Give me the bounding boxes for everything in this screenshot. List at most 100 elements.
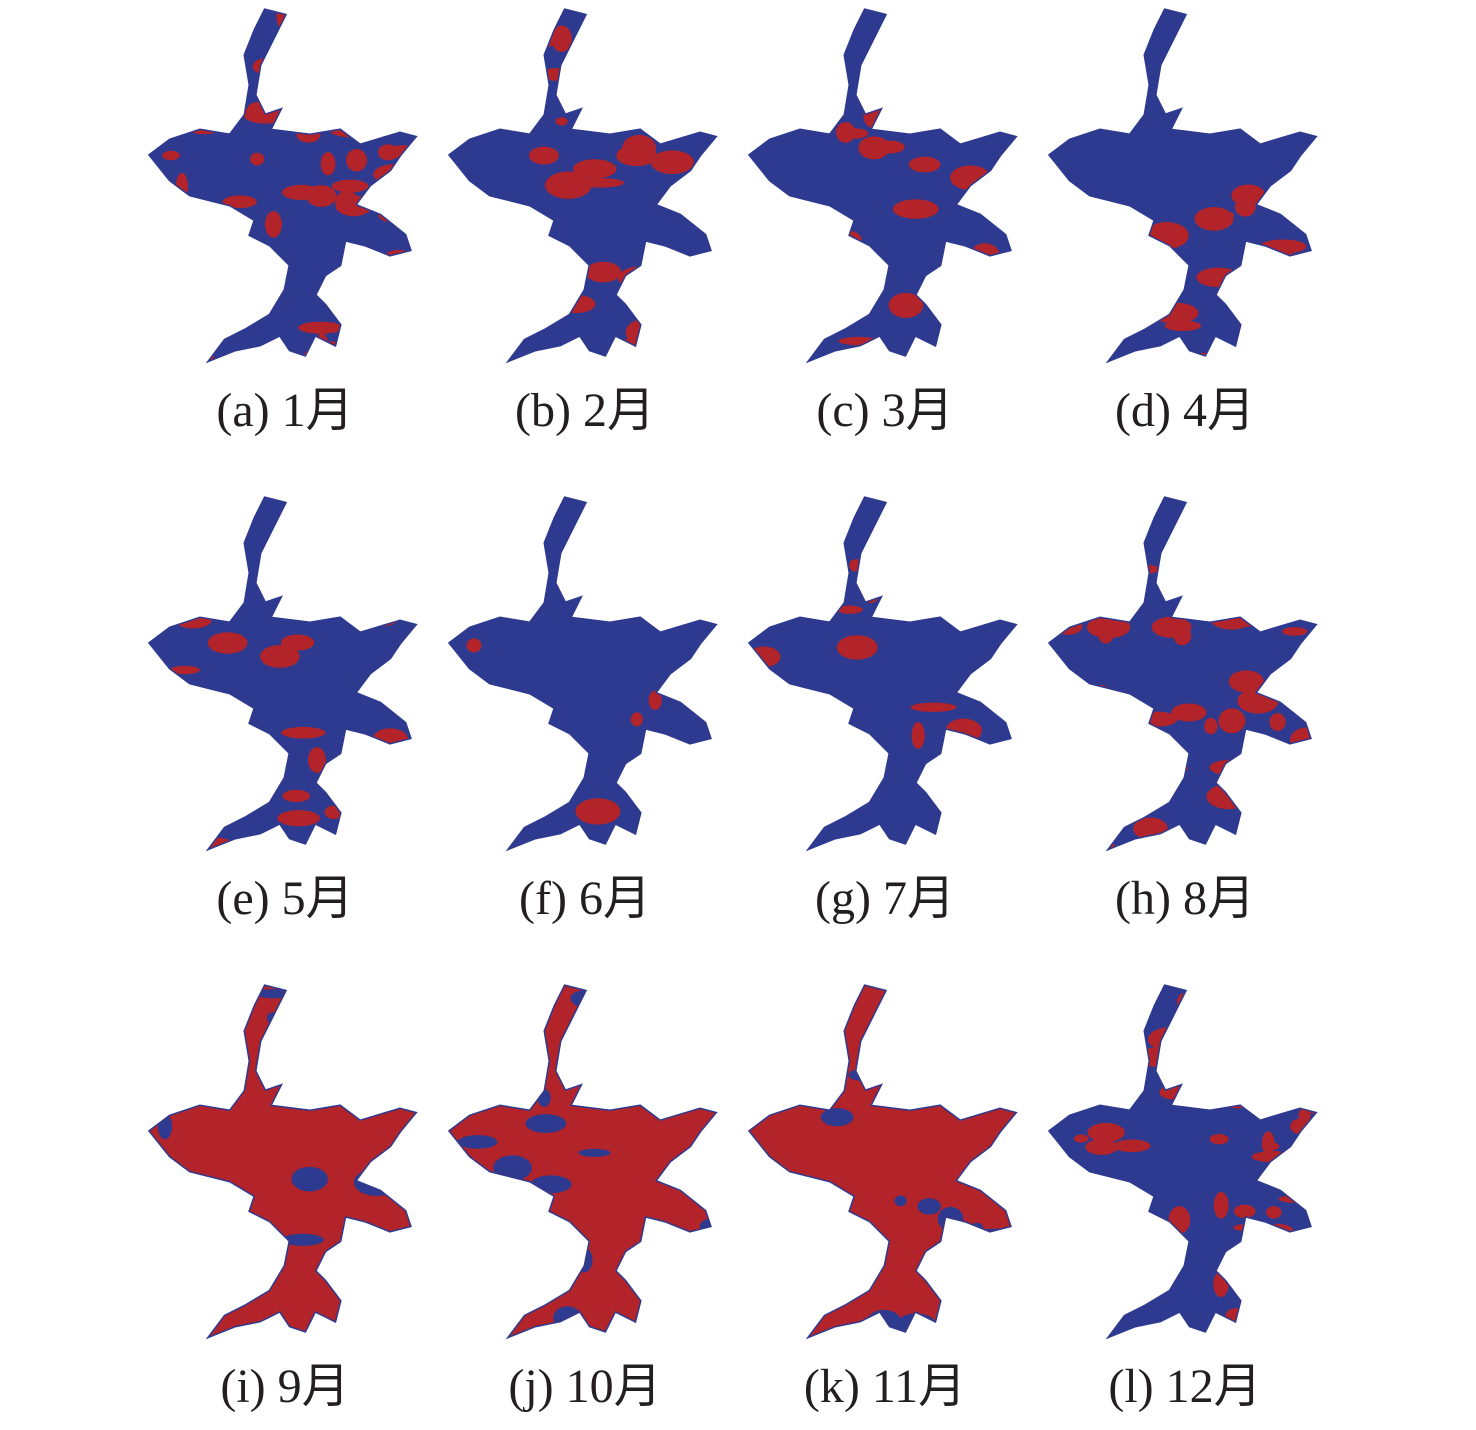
- lake-change-patch: [1050, 691, 1060, 710]
- lake-change-patch: [1178, 533, 1212, 547]
- lake-change-patch: [1298, 27, 1315, 37]
- lake-change-patch: [1196, 986, 1223, 990]
- lake-change-patch: [1190, 498, 1235, 516]
- lake-change-patch: [1228, 670, 1264, 693]
- lake-change-patch: [818, 229, 862, 251]
- lake-change-patch: [1152, 761, 1189, 775]
- lake-change-patch: [973, 296, 994, 316]
- lake-change-patch: [485, 88, 527, 99]
- lake-change-patch: [1145, 767, 1171, 787]
- lake-change-patch: [1050, 713, 1091, 725]
- lake-change-patch: [150, 278, 183, 301]
- lake-change-patch: [750, 57, 779, 81]
- lake-stable-patch: [946, 1273, 962, 1296]
- lake-change-patch: [209, 739, 239, 748]
- lake-change-patch: [319, 524, 338, 537]
- lake-change-patch: [540, 68, 574, 81]
- lake-change-patch: [1121, 728, 1137, 748]
- lake-change-patch: [1304, 172, 1315, 191]
- lake-change-patch: [1050, 734, 1085, 747]
- lake-change-patch: [1102, 986, 1118, 995]
- lake-change-patch: [994, 740, 1012, 757]
- lake-change-patch: [624, 334, 668, 347]
- lake-change-patch: [452, 761, 478, 784]
- lake-stable-patch: [291, 1166, 328, 1192]
- lake-change-patch: [1085, 1031, 1133, 1058]
- lake-change-patch: [874, 140, 905, 154]
- lake-change-patch: [489, 10, 518, 26]
- lake-change-patch: [1057, 1240, 1099, 1257]
- lake-change-patch: [677, 498, 715, 508]
- lake-change-patch: [193, 266, 216, 279]
- lake-change-patch: [457, 11, 473, 32]
- lake-stable-patch: [157, 1113, 173, 1140]
- lake-change-patch: [777, 16, 807, 33]
- lake-stable-patch: [698, 1129, 715, 1138]
- lake-change-patch: [1214, 838, 1259, 848]
- lake-change-patch: [838, 336, 879, 346]
- lake-change-patch: [367, 120, 385, 135]
- lake-change-patch: [529, 146, 559, 165]
- lake-change-patch: [1096, 1069, 1121, 1089]
- panel-label: (i) 9月: [220, 1360, 349, 1413]
- lake-stable-patch: [576, 1247, 593, 1273]
- lake-change-patch: [555, 117, 568, 126]
- lake-change-patch: [154, 722, 182, 734]
- lake-change-base: [450, 986, 715, 1336]
- lake-change-patch: [341, 10, 365, 25]
- panel-label: (g) 7月: [815, 872, 955, 925]
- lake-stable-patch: [951, 1337, 985, 1357]
- lake-change-patch: [751, 86, 772, 96]
- lake-change-patch: [911, 722, 925, 749]
- lake-stable-patch: [696, 1068, 715, 1080]
- lake-change-patch: [1083, 1273, 1130, 1299]
- lake-change-patch: [1081, 1009, 1129, 1038]
- map-panel: [748, 496, 1017, 850]
- panel-label: (d) 4月: [1115, 384, 1255, 437]
- lake-change-patch: [925, 590, 954, 606]
- lake-stable-patch: [894, 1195, 907, 1207]
- lake-change-patch: [894, 59, 914, 70]
- lake-change-patch: [169, 665, 200, 675]
- lake-change-patch: [1105, 1241, 1128, 1251]
- lake-change-patch: [1246, 1264, 1284, 1284]
- lake-change-patch: [383, 333, 409, 349]
- lake-change-patch: [928, 283, 952, 298]
- lake-change-patch: [169, 564, 195, 586]
- lake-change-patch: [1070, 551, 1092, 561]
- lake-change-patch: [338, 331, 353, 343]
- lake-water: [1048, 984, 1317, 1338]
- lake-change-patch: [1293, 1280, 1315, 1307]
- lake-change-patch: [630, 712, 643, 727]
- lake-change-patch: [1102, 500, 1144, 517]
- lake-change-patch: [680, 298, 705, 320]
- lake-change-patch: [1234, 341, 1268, 360]
- lake-change-patch: [364, 310, 413, 338]
- lake-change-patch: [335, 195, 373, 217]
- lake-stable-patch: [917, 1198, 941, 1215]
- lake-change-patch: [1050, 562, 1070, 591]
- lake-stable-patch: [458, 1135, 498, 1149]
- lake-change-patch: [485, 23, 507, 45]
- lake-change-patch: [1213, 1192, 1229, 1219]
- lake-stable-patch: [947, 1039, 993, 1057]
- lake-change-patch: [466, 638, 482, 653]
- lake-change-patch: [297, 537, 344, 566]
- lake-water: [448, 496, 717, 850]
- lake-change-patch: [908, 156, 941, 173]
- lake-change: [150, 986, 415, 1336]
- lake-change-patch: [1233, 1019, 1263, 1045]
- lake-change-patch: [1238, 107, 1273, 131]
- lake-change-patch: [1279, 751, 1315, 777]
- lake-change-patch: [647, 89, 692, 99]
- lake-change-patch: [252, 57, 289, 76]
- panel-label: (j) 10月: [508, 1360, 661, 1413]
- lake-change-patch: [277, 40, 298, 61]
- lake-change-patch: [1063, 1291, 1111, 1320]
- lake-change-patch: [888, 292, 924, 318]
- lake-change-patch: [639, 350, 677, 360]
- lake-change-patch: [1079, 1094, 1093, 1108]
- lake-change-patch: [1289, 755, 1315, 776]
- lake-change-patch: [1218, 1008, 1263, 1024]
- lake-stable-patch: [660, 1042, 700, 1061]
